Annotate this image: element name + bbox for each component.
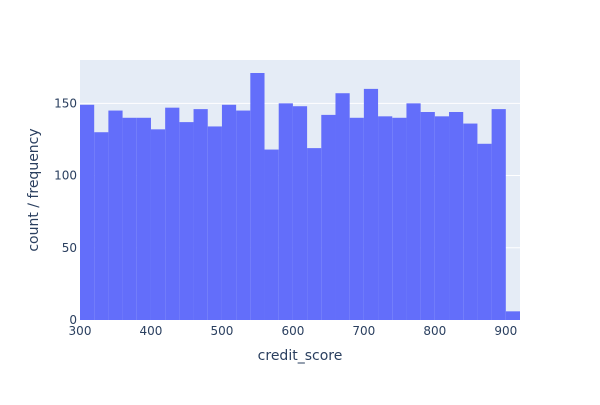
histogram-bar — [335, 93, 350, 320]
y-tick-label: 0 — [69, 313, 77, 327]
y-axis-title: count / frequency — [26, 128, 42, 251]
histogram-bar — [420, 112, 435, 320]
x-tick-label: 900 — [494, 324, 517, 338]
histogram-bar — [491, 109, 506, 320]
histogram-bar — [378, 116, 393, 320]
y-axis-ticks: 0 50 100 150 — [54, 96, 77, 327]
histogram-bar — [236, 110, 251, 320]
histogram-bar — [292, 106, 308, 320]
histogram-bar — [264, 149, 279, 320]
y-tick-label: 150 — [54, 96, 77, 110]
histogram-bar — [136, 117, 151, 321]
histogram-bar — [278, 103, 293, 320]
histogram-bar — [179, 122, 194, 320]
histogram-bar — [108, 110, 123, 320]
x-tick-label: 600 — [281, 324, 304, 338]
histogram-bar — [505, 311, 520, 320]
y-tick-label: 100 — [54, 169, 77, 183]
histogram-bar — [307, 148, 322, 320]
bars — [80, 73, 520, 321]
histogram-bar — [349, 117, 364, 321]
histogram-bar — [449, 112, 464, 320]
histogram-bar — [477, 143, 492, 320]
histogram-bar — [363, 88, 379, 320]
histogram-bar — [122, 117, 137, 321]
histogram-bar — [463, 123, 478, 320]
histogram-bar — [150, 129, 166, 320]
x-tick-label: 500 — [210, 324, 233, 338]
x-tick-label: 300 — [69, 324, 92, 338]
x-tick-label: 700 — [352, 324, 375, 338]
x-tick-label: 800 — [423, 324, 446, 338]
histogram-bar — [207, 126, 222, 320]
histogram-bar — [250, 73, 265, 320]
histogram-bar — [434, 116, 450, 320]
histogram-bar — [406, 103, 421, 320]
histogram-bar — [165, 107, 180, 321]
x-axis-ticks: 300 400 500 600 700 800 900 — [69, 324, 518, 338]
histogram-bar — [392, 117, 407, 321]
histogram-bar — [221, 104, 237, 321]
x-axis-title: credit_score — [258, 348, 343, 364]
histogram-bar — [321, 114, 336, 320]
y-tick-label: 50 — [62, 241, 77, 255]
histogram-bar — [94, 132, 109, 320]
x-tick-label: 400 — [140, 324, 163, 338]
histogram-bar — [193, 109, 208, 320]
histogram-bar — [80, 104, 95, 321]
